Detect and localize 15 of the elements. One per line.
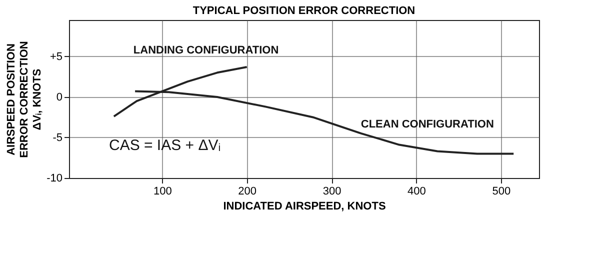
annotation: CLEAN CONFIGURATION <box>360 118 494 130</box>
y-tick-label: -10 <box>46 172 62 184</box>
x-tick-label: 200 <box>238 186 257 198</box>
chart-title: TYPICAL POSITION ERROR CORRECTION <box>192 5 416 17</box>
y-axis-title: AIRSPEED POSITION ERROR CORRECTION ΔVᵢ, KNOTS <box>6 41 44 158</box>
x-tick-label: 500 <box>492 186 511 198</box>
y-tick-label: -5 <box>52 132 62 144</box>
annotation: CAS = IAS + ΔVᵢ <box>109 137 221 154</box>
y-tick-label: 0 <box>56 91 62 104</box>
x-axis-title: INDICATED AIRSPEED, KNOTS <box>223 200 386 212</box>
y-tick-label: +5 <box>50 50 62 63</box>
x-tick-label: 300 <box>322 186 342 198</box>
x-tick-label: 100 <box>153 186 172 198</box>
x-tick-label: 400 <box>408 186 426 198</box>
annotation: LANDING CONFIGURATION <box>133 44 279 56</box>
